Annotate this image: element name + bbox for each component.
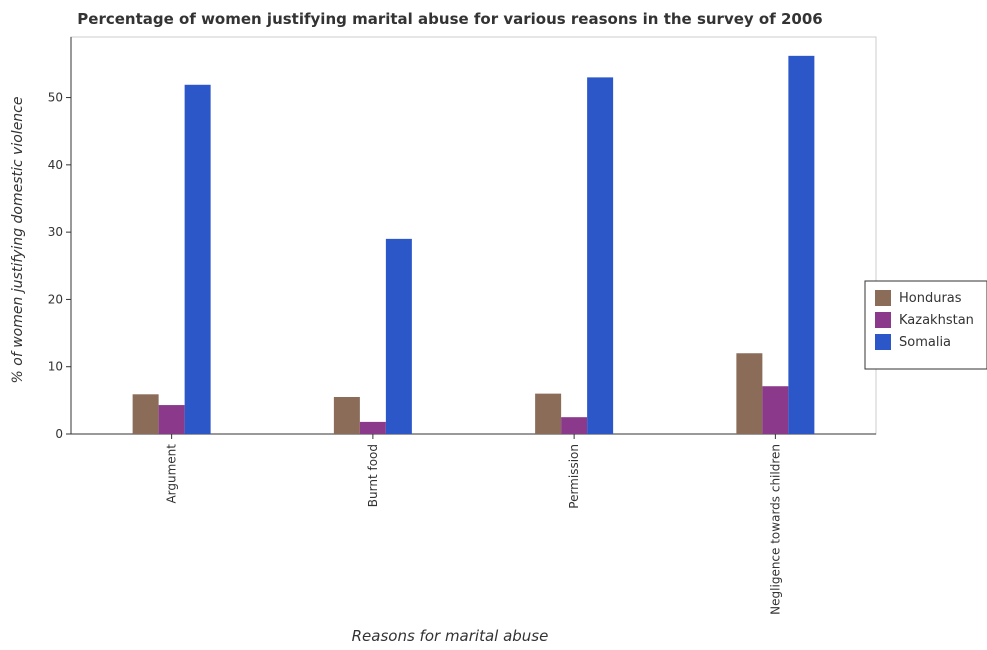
x-tick-label: Permission [567, 444, 581, 509]
bar-kazakhstan-2 [561, 417, 588, 434]
bar-honduras-2 [535, 393, 562, 434]
y-axis-label: % of women justifying domestic violence [10, 97, 26, 384]
bar-kazakhstan-0 [158, 405, 185, 434]
legend: Honduras Kazakhstan Somalia [864, 280, 987, 370]
y-tick-label: 0 [55, 427, 63, 441]
legend-swatch-somalia [875, 334, 891, 350]
bars [132, 55, 815, 435]
y-tick-label: 30 [48, 225, 63, 239]
legend-label-honduras: Honduras [899, 291, 962, 306]
bar-somalia-0 [184, 84, 211, 435]
x-tick-label: Negligence towards children [768, 444, 782, 615]
bar-kazakhstan-3 [762, 386, 789, 434]
bar-honduras-1 [333, 396, 360, 434]
y-tick-label: 50 [48, 91, 63, 105]
bar-honduras-0 [132, 394, 159, 434]
x-axis: Argument Burnt food Permission Negligence t… [71, 433, 876, 615]
x-axis-label: Reasons for marital abuse [352, 627, 549, 645]
legend-swatch-kazakhstan [875, 312, 891, 328]
legend-label-kazakhstan: Kazakhstan [899, 313, 974, 328]
y-tick-label: 10 [48, 360, 63, 374]
bar-somalia-1 [385, 238, 412, 434]
legend-swatch-honduras [875, 290, 891, 306]
bar-somalia-3 [788, 55, 815, 435]
y-tick-label: 20 [48, 292, 63, 306]
legend-label-somalia: Somalia [899, 335, 951, 350]
bar-honduras-3 [736, 353, 763, 434]
x-tick-label: Burnt food [366, 444, 380, 507]
y-axis: 0 10 20 30 40 50 [48, 37, 72, 441]
chart-title: Percentage of women justifying marital a… [77, 10, 822, 28]
bar-somalia-2 [587, 77, 614, 435]
bar-kazakhstan-1 [359, 421, 386, 434]
y-tick-label: 40 [48, 158, 63, 172]
x-tick-label: Argument [165, 444, 179, 504]
